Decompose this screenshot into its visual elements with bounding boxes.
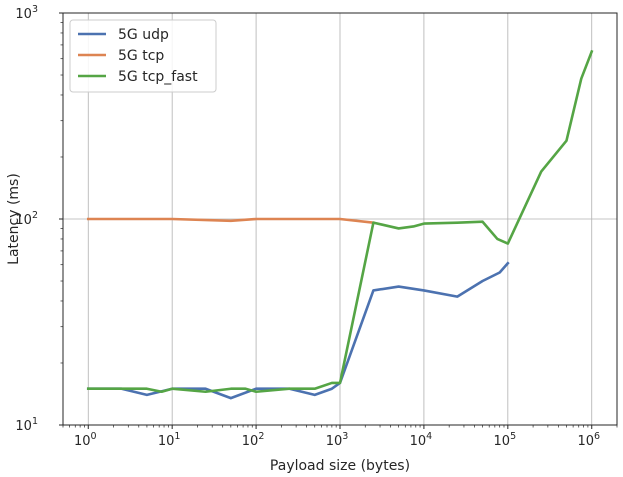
y-axis-ticks: 101 102 103 — [15, 4, 63, 434]
y-tick-label: 101 — [15, 416, 38, 434]
series-line-5g-tcp — [86, 217, 375, 225]
legend-box — [69, 19, 217, 93]
y-tick-label: 103 — [15, 4, 38, 22]
x-tick-label: 103 — [326, 431, 349, 449]
x-tick-label: 100 — [74, 431, 97, 449]
x-axis-ticks: 100 101 102 103 104 105 106 — [62, 425, 618, 449]
y-tick-label: 102 — [15, 210, 38, 228]
series-line-5g-udp — [86, 261, 510, 400]
x-tick-label: 104 — [410, 431, 433, 449]
x-axis-label: Payload size (bytes) — [270, 458, 410, 474]
series-line-5g-tcp-fast — [86, 49, 594, 394]
x-tick-label: 106 — [577, 431, 600, 449]
legend-label: 5G tcp — [118, 48, 164, 64]
y-axis-label: Latency (ms) — [6, 173, 22, 265]
x-tick-label: 102 — [242, 431, 265, 449]
x-tick-label: 101 — [158, 431, 181, 449]
legend-label: 5G tcp_fast — [118, 69, 198, 85]
x-tick-label: 105 — [494, 431, 517, 449]
legend: 5G udp 5G tcp 5G tcp_fast — [69, 19, 217, 93]
legend-label: 5G udp — [118, 27, 169, 43]
series-lines — [86, 49, 594, 400]
